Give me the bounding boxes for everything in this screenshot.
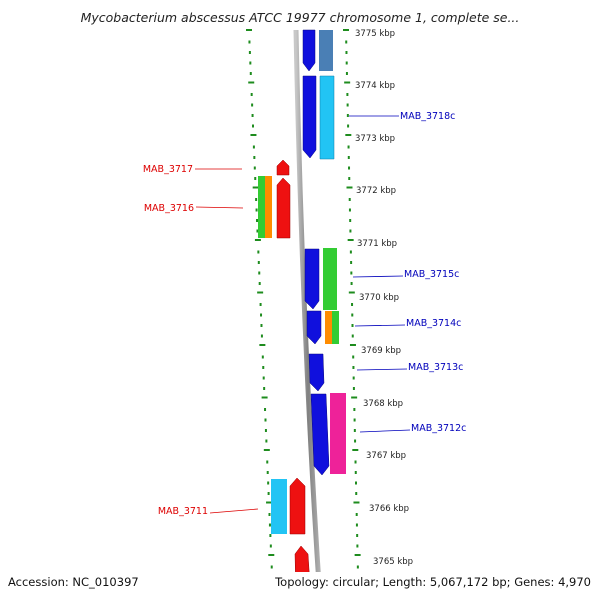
- tick-label: 3765 kbp: [373, 557, 413, 567]
- gene-feature-mab3711[interactable]: [271, 479, 287, 534]
- gene-feature-mab3714c-orange[interactable]: [325, 311, 332, 344]
- tick-label: 3768 kbp: [363, 399, 403, 409]
- kbp-tick-labels: 3775 kbp 3774 kbp 3773 kbp 3772 kbp 3771…: [355, 29, 413, 567]
- tick-label: 3772 kbp: [356, 186, 396, 196]
- map-title: Mycobacterium abscessus ATCC 19977 chrom…: [81, 10, 520, 25]
- leader-line-mab3712c: [359, 429, 411, 433]
- gene-feature-mab3716-green[interactable]: [258, 176, 265, 238]
- ruler-right: [343, 29, 361, 569]
- gene-feature-top-steel[interactable]: [319, 30, 333, 71]
- gene-feature-mab3712c[interactable]: [330, 393, 346, 474]
- tick-label: 3770 kbp: [359, 293, 399, 303]
- tick-label: 3766 kbp: [369, 504, 409, 514]
- genome-summary-text: Topology: circular; Length: 5,067,172 bp…: [274, 575, 591, 589]
- footer-background: [0, 572, 600, 600]
- gene-label-mab3718c[interactable]: MAB_3718c: [400, 111, 455, 122]
- leader-line-mab3714c: [354, 324, 406, 327]
- gene-feature-mab3716-orange[interactable]: [265, 176, 272, 238]
- gene-label-mab3711[interactable]: MAB_3711: [158, 506, 208, 517]
- gene-feature-blue-3712[interactable]: [310, 393, 330, 476]
- gene-feature-mab3718c[interactable]: [319, 75, 335, 160]
- tick-label: 3771 kbp: [357, 239, 397, 249]
- accession-text: Accession: NC_010397: [8, 575, 139, 589]
- leader-line-mab3713c: [356, 368, 408, 371]
- gene-label-mab3717[interactable]: MAB_3717: [143, 164, 193, 175]
- gene-features: [258, 29, 346, 600]
- gene-label-mab3716[interactable]: MAB_3716: [144, 203, 194, 214]
- gene-feature-red-3711[interactable]: [289, 477, 306, 535]
- leader-line-mab3716: [195, 206, 244, 209]
- gene-feature-mab3713c[interactable]: [308, 353, 325, 392]
- leader-line-mab3711: [209, 508, 259, 514]
- gene-feature-blue-3718[interactable]: [302, 75, 317, 159]
- gene-label-mab3714c[interactable]: MAB_3714c: [406, 318, 461, 329]
- gene-feature-mab3715c[interactable]: [323, 248, 337, 310]
- gene-feature-mab3717[interactable]: [276, 159, 290, 176]
- ruler-left: [246, 29, 275, 569]
- gene-feature-blue-3714[interactable]: [306, 310, 322, 345]
- leader-line-mab3715c: [352, 275, 404, 278]
- gene-labels: MAB_3718c MAB_3717 MAB_3716 MAB_3715c MA…: [143, 111, 467, 517]
- gene-feature-blue-3715[interactable]: [304, 248, 320, 310]
- tick-label: 3773 kbp: [355, 134, 395, 144]
- gene-feature-red-3716[interactable]: [276, 177, 291, 239]
- gene-label-mab3715c[interactable]: MAB_3715c: [404, 269, 459, 280]
- gene-feature-mab3714c-green[interactable]: [332, 311, 339, 344]
- chromosome-backbone: [293, 29, 323, 600]
- tick-label: 3775 kbp: [355, 29, 395, 39]
- gene-label-mab3712c[interactable]: MAB_3712c: [411, 423, 466, 434]
- gene-feature-top-blue[interactable]: [302, 29, 316, 72]
- gene-label-mab3713c[interactable]: MAB_3713c: [408, 362, 463, 373]
- tick-label: 3769 kbp: [361, 346, 401, 356]
- tick-label: 3767 kbp: [366, 451, 406, 461]
- tick-label: 3774 kbp: [355, 81, 395, 91]
